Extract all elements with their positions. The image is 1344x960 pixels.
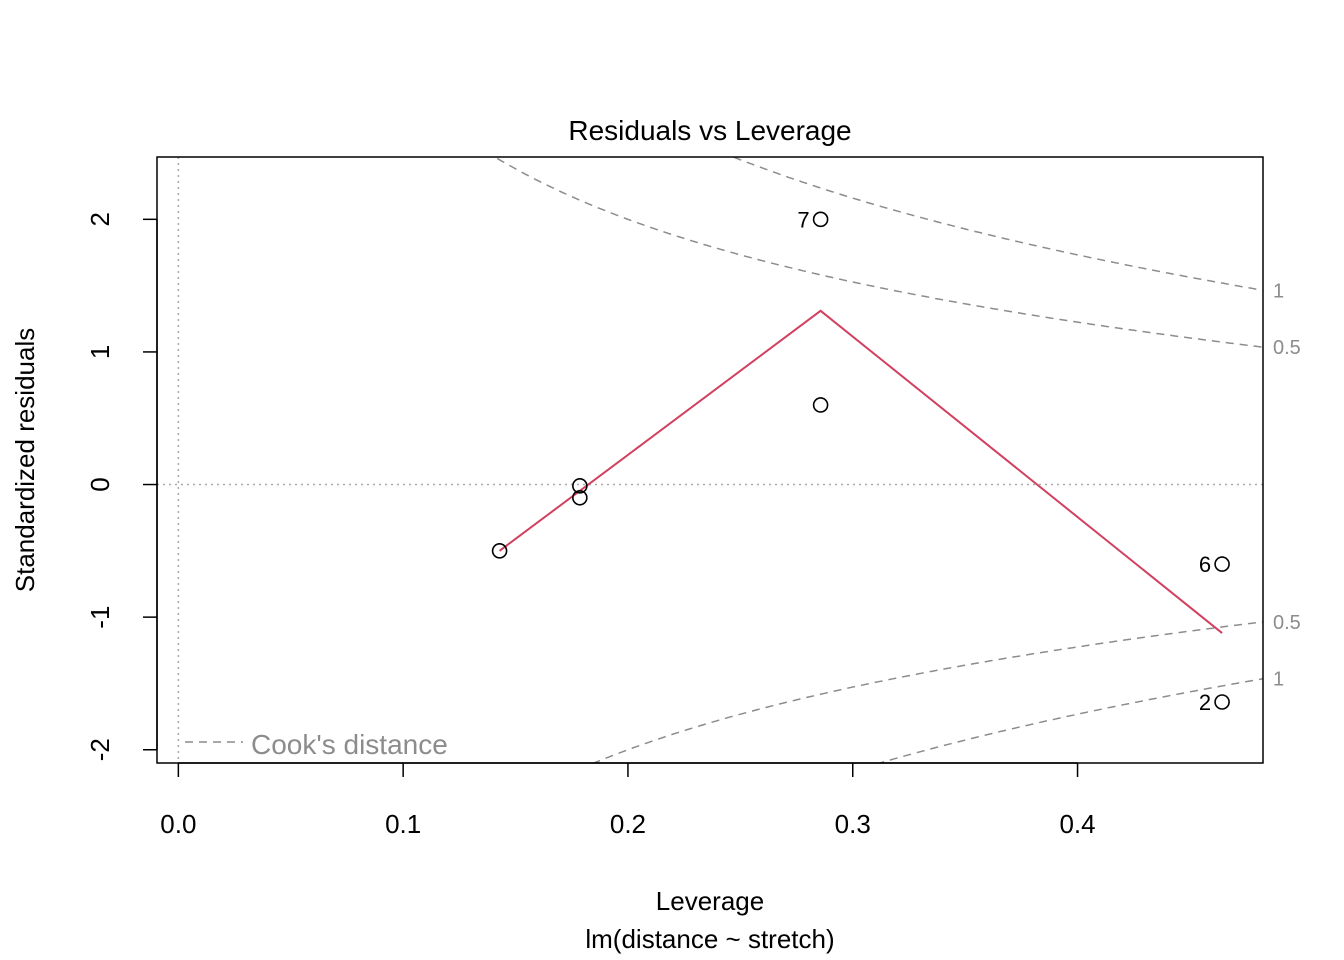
chart-title: Residuals vs Leverage xyxy=(568,115,851,146)
point-labels: 7 6 2 xyxy=(797,207,1211,715)
data-point xyxy=(1214,556,1230,572)
point-label: 2 xyxy=(1199,690,1211,715)
data-point xyxy=(1214,694,1230,710)
data-point xyxy=(812,397,829,413)
x-tick-label: 0.1 xyxy=(385,809,421,839)
point-label: 6 xyxy=(1199,552,1211,577)
data-points xyxy=(491,211,1230,710)
cooks-distance-curve xyxy=(493,157,1263,348)
cooks-distance-curves xyxy=(493,157,1263,763)
cooks-distance-label: 1 xyxy=(1273,669,1284,691)
cooks-distance-curve xyxy=(876,677,1263,763)
x-axis-subtitle: lm(distance ~ stretch) xyxy=(585,924,834,954)
point-label: 7 xyxy=(797,207,809,232)
data-point xyxy=(812,211,829,228)
cooks-distance-label: 1 xyxy=(1273,280,1284,302)
data-point xyxy=(491,543,508,559)
y-tick-label: 0 xyxy=(85,477,115,491)
y-axis-label: Standardized residuals xyxy=(10,328,40,593)
y-tick-label: -2 xyxy=(85,738,115,761)
legend-entry-cooks-distance: Cook's distance xyxy=(251,729,448,760)
y-tick-label: 2 xyxy=(85,212,115,226)
data-point xyxy=(572,478,588,494)
y-tick-label: 1 xyxy=(85,345,115,359)
legend: Cook's distance xyxy=(185,729,448,760)
x-tick-label: 0.0 xyxy=(160,809,196,839)
cooks-distance-label: 0.5 xyxy=(1273,612,1301,634)
smoother-line xyxy=(498,309,1223,634)
data-point xyxy=(572,489,588,506)
x-tick-label: 0.3 xyxy=(835,809,871,839)
y-tick-label: -1 xyxy=(85,606,115,629)
x-tick-label: 0.4 xyxy=(1059,809,1095,839)
reference-lines xyxy=(157,157,1263,763)
x-axis-label: Leverage xyxy=(656,886,764,916)
cooks-distance-label: 0.5 xyxy=(1273,337,1301,359)
plot-frame xyxy=(156,156,1264,764)
cooks-distance-labels: 0.5 0.5 1 1 xyxy=(1273,280,1301,690)
y-axis: -2 -1 0 1 2 xyxy=(85,212,158,761)
x-tick-label: 0.2 xyxy=(610,809,646,839)
x-axis: 0.0 0.1 0.2 0.3 0.4 xyxy=(160,762,1096,839)
cooks-distance-curve xyxy=(591,621,1263,763)
